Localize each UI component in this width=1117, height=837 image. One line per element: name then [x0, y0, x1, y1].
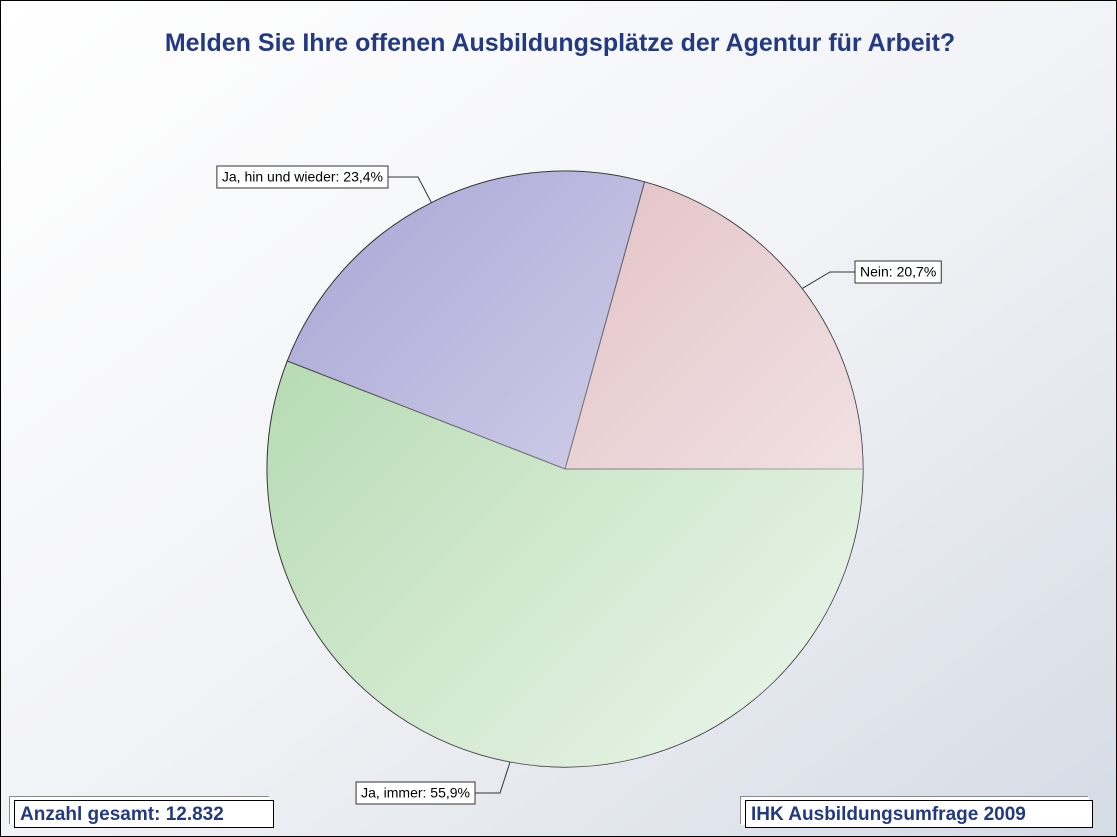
footnote-left: Anzahl gesamt: 12.832 — [14, 800, 274, 828]
footnote-right: IHK Ausbildungsumfrage 2009 — [745, 800, 1093, 828]
leader-line — [388, 176, 432, 203]
leader-line — [475, 761, 511, 794]
data-label: Ja, hin und wieder: 23,4% — [222, 169, 383, 185]
data-label: Nein: 20,7% — [860, 264, 936, 280]
data-label: Ja, immer: 55,9% — [361, 785, 470, 801]
label-box — [854, 260, 942, 284]
chart-title: Melden Sie Ihre offenen Ausbildungsplätz… — [164, 29, 956, 57]
label-box — [216, 165, 389, 189]
label-box — [355, 781, 476, 805]
leader-line — [801, 271, 855, 290]
